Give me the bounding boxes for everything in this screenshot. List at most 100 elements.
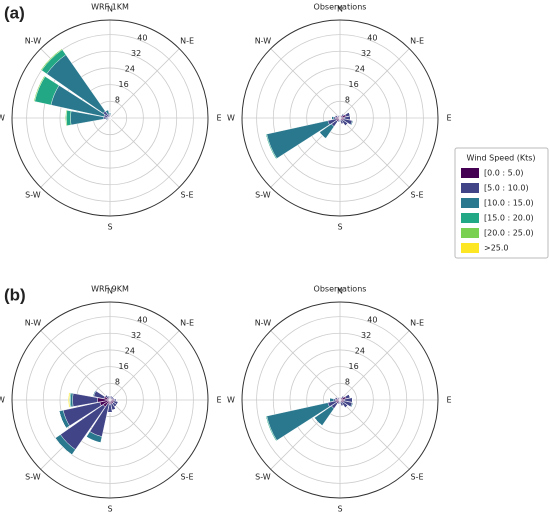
wind-segment [40,48,62,70]
r-tick-label: 8 [345,95,350,104]
direction-label: S-E [411,191,424,200]
direction-label: S-E [181,191,194,200]
grid-ring [289,349,391,451]
chart-title: WRF 1KM [91,3,129,12]
legend-swatch [461,213,479,223]
wind-segment [337,121,340,123]
legend-title: Wind Speed (Kts) [466,154,535,163]
legend-swatch [461,168,479,178]
direction-label: N-W [25,318,42,327]
wind-segment [114,404,118,408]
r-tick-label: 32 [361,331,371,340]
direction-label: W [0,114,5,123]
grid-ring [272,50,408,186]
direction-label: W [0,396,5,405]
wind-segment [108,112,112,116]
wind-segment [319,132,326,139]
direction-label: N [107,5,113,14]
wind-segment [351,402,354,408]
direction-label: S-W [25,473,41,482]
wind-segment [334,397,336,399]
r-tick-label: 8 [345,377,350,386]
grid-ring [42,50,178,186]
direction-label: E [446,396,451,405]
r-tick-label: 40 [137,33,147,42]
grid-ring [306,366,374,434]
direction-label: S-E [411,473,424,482]
direction-label: E [446,114,451,123]
outer-ring [241,301,439,499]
grid-ring [322,100,358,136]
wind-segment [329,397,335,403]
r-tick-label: 40 [367,33,377,42]
wind-segment [341,123,344,125]
legend-label: [15.0 : 20.0) [484,214,534,223]
wind-segment [351,120,354,126]
wind-segment [342,395,345,398]
grid-ring [256,34,424,202]
grid-ring [289,67,391,169]
direction-label: S-W [255,191,271,200]
wind-segment [344,112,351,117]
wind-segment [342,113,345,116]
direction-label: E [216,114,221,123]
outer-ring [11,301,209,499]
direction-label: S [337,505,342,514]
direction-label: S-W [25,191,41,200]
direction-label: N-W [255,318,272,327]
r-tick-label: 40 [367,315,377,324]
grid-ring [59,67,161,169]
wind-segment [104,394,107,397]
wind-segment [266,120,330,159]
direction-label: W [227,114,235,123]
wind-segment [105,118,107,121]
r-tick-label: 24 [125,346,135,355]
wind-segment [92,390,96,397]
r-tick-label: 16 [119,362,129,371]
legend-swatch [461,243,479,253]
r-tick-label: 32 [361,49,371,58]
direction-label: S [107,505,112,514]
r-tick-label: 16 [349,362,359,371]
r-tick-label: 24 [355,346,365,355]
legend-swatch [461,183,479,193]
wind-segment [113,397,115,400]
legend-swatch [461,198,479,208]
direction-label: N [337,287,343,296]
grid-ring [59,349,161,451]
direction-label: N-E [180,36,194,45]
direction-label: N-W [25,36,42,45]
r-tick-label: 16 [349,80,359,89]
wind-segment [314,417,323,426]
wind-segment [68,392,71,408]
legend-swatch [461,228,479,238]
wind-segment [334,115,336,117]
r-tick-label: 32 [131,49,141,58]
wind-segment [107,395,110,397]
direction-label: S-E [181,473,194,482]
grid-ring [306,84,374,152]
direction-label: S [107,223,112,232]
wind-segment [33,75,45,102]
r-tick-label: 40 [137,315,147,324]
grid-ring [256,316,424,484]
legend-label: [10.0 : 15.0) [484,199,534,208]
wind-segment [66,110,72,126]
direction-label: E [216,396,221,405]
grid-ring [272,332,408,468]
wind-segment [331,116,335,120]
wind-segment [341,405,344,407]
grid-ring [322,382,358,418]
direction-label: N-E [410,36,424,45]
legend-label: [0.0 : 5.0) [484,169,523,178]
grid-ring [26,316,194,484]
outer-ring [11,19,209,217]
direction-label: N-W [255,36,272,45]
legend-label: [5.0 : 10.0) [484,184,529,193]
grid-ring [26,34,194,202]
wind-segment [55,438,72,455]
r-tick-label: 8 [115,377,120,386]
legend-label: [20.0 : 25.0) [484,229,534,238]
chart-title: Observations [314,3,367,12]
